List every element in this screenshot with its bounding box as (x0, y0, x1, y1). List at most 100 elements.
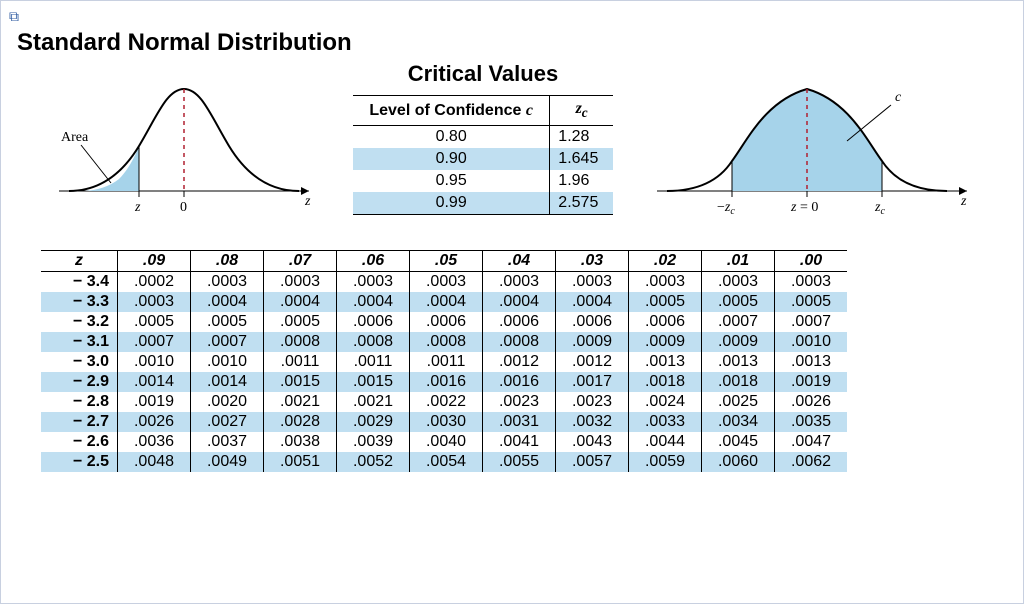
cv-cell-zc: 2.575 (550, 192, 613, 215)
right-poszc-label: zc (874, 200, 885, 217)
ztable-cell: .0029 (337, 412, 410, 432)
left-axis-label: z (304, 194, 311, 209)
ztable-cell: .0005 (702, 292, 775, 312)
ztable-cell-z: − 3.3 (41, 292, 118, 312)
ztable-header-col: .07 (264, 251, 337, 272)
ztable-cell: .0019 (118, 392, 191, 412)
cv-cell-zc: 1.96 (550, 170, 613, 192)
ztable-cell: .0037 (191, 432, 264, 452)
ztable-cell: .0013 (629, 352, 702, 372)
ztable-cell-z: − 2.9 (41, 372, 118, 392)
ztable-cell: .0012 (556, 352, 629, 372)
ztable-cell-z: − 3.1 (41, 332, 118, 352)
ztable-cell: .0005 (264, 312, 337, 332)
ztable-cell: .0011 (337, 352, 410, 372)
ztable-cell: .0047 (775, 432, 848, 452)
ztable-cell: .0032 (556, 412, 629, 432)
ztable-cell: .0033 (629, 412, 702, 432)
ztable-cell: .0008 (483, 332, 556, 352)
ztable-cell: .0027 (191, 412, 264, 432)
ztable-cell-z: − 3.2 (41, 312, 118, 332)
ztable-cell: .0041 (483, 432, 556, 452)
area-label: Area (61, 130, 89, 145)
ztable-header-col: .04 (483, 251, 556, 272)
ztable-cell: .0016 (410, 372, 483, 392)
ztable-cell: .0004 (264, 292, 337, 312)
ztable-cell: .0002 (118, 272, 191, 293)
ztable-cell: .0010 (191, 352, 264, 372)
ztable-cell: .0003 (483, 272, 556, 293)
ztable-cell: .0026 (118, 412, 191, 432)
critical-values-title: Critical Values (408, 61, 558, 87)
ztable-row: − 2.7.0026.0027.0028.0029.0030.0031.0032… (41, 412, 847, 432)
ztable-cell: .0006 (556, 312, 629, 332)
cv-row: 0.951.96 (353, 170, 613, 192)
ztable-cell: .0039 (337, 432, 410, 452)
ztable-cell: .0004 (483, 292, 556, 312)
ztable-cell: .0012 (483, 352, 556, 372)
ztable-cell: .0006 (483, 312, 556, 332)
ztable-cell: .0045 (702, 432, 775, 452)
ztable-cell: .0006 (629, 312, 702, 332)
ztable-cell: .0004 (410, 292, 483, 312)
cv-cell-conf: 0.80 (353, 126, 550, 149)
ztable-cell: .0007 (118, 332, 191, 352)
ztable-header-col: .05 (410, 251, 483, 272)
ztable-cell: .0005 (775, 292, 848, 312)
ztable-cell: .0043 (556, 432, 629, 452)
ztable-cell: .0009 (702, 332, 775, 352)
ztable-cell: .0013 (775, 352, 848, 372)
ztable-cell: .0007 (702, 312, 775, 332)
ztable-cell: .0010 (775, 332, 848, 352)
ztable-cell: .0004 (191, 292, 264, 312)
ztable-cell: .0060 (702, 452, 775, 472)
ztable-header-col: .08 (191, 251, 264, 272)
ztable-cell: .0003 (556, 272, 629, 293)
ztable-header-col: .00 (775, 251, 848, 272)
ztable-cell: .0021 (337, 392, 410, 412)
ztable-cell: .0003 (191, 272, 264, 293)
cv-row: 0.801.28 (353, 126, 613, 149)
ztable-cell-z: − 2.5 (41, 452, 118, 472)
ztable-header-col: .03 (556, 251, 629, 272)
ztable-cell: .0003 (775, 272, 848, 293)
right-zero-label: z = 0 (790, 200, 818, 215)
critical-values-block: Critical Values Level of Confidence c zc… (343, 61, 623, 215)
ztable-body: − 3.4.0002.0003.0003.0003.0003.0003.0003… (41, 272, 847, 473)
ztable-cell: .0011 (410, 352, 483, 372)
ztable-cell: .0049 (191, 452, 264, 472)
ztable-row: − 2.8.0019.0020.0021.0021.0022.0023.0023… (41, 392, 847, 412)
cv-header-confidence: Level of Confidence c (353, 96, 550, 126)
ztable-cell: .0005 (629, 292, 702, 312)
ztable-cell: .0003 (264, 272, 337, 293)
ztable-header-col: .02 (629, 251, 702, 272)
popout-icon[interactable]: ⧉ (9, 9, 1015, 23)
ztable-cell-z: − 3.4 (41, 272, 118, 293)
critical-values-table: Level of Confidence c zc 0.801.280.901.6… (353, 95, 613, 215)
ztable-cell: .0031 (483, 412, 556, 432)
ztable-cell-z: − 2.8 (41, 392, 118, 412)
ztable-row: − 3.3.0003.0004.0004.0004.0004.0004.0004… (41, 292, 847, 312)
ztable-cell: .0021 (264, 392, 337, 412)
ztable-cell: .0011 (264, 352, 337, 372)
cv-cell-conf: 0.95 (353, 170, 550, 192)
ztable-cell: .0005 (191, 312, 264, 332)
ztable-cell: .0035 (775, 412, 848, 432)
ztable-cell: .0024 (629, 392, 702, 412)
ztable-cell: .0018 (629, 372, 702, 392)
ztable-cell: .0009 (629, 332, 702, 352)
ztable-cell: .0006 (410, 312, 483, 332)
ztable-cell: .0036 (118, 432, 191, 452)
ztable-cell: .0003 (118, 292, 191, 312)
cv-cell-zc: 1.645 (550, 148, 613, 170)
ztable-cell: .0054 (410, 452, 483, 472)
cv-body: 0.801.280.901.6450.951.960.992.575 (353, 126, 613, 215)
ztable-cell: .0003 (629, 272, 702, 293)
right-c-label: c (895, 90, 902, 105)
ztable-row: − 3.2.0005.0005.0005.0006.0006.0006.0006… (41, 312, 847, 332)
page-title: Standard Normal Distribution (17, 29, 1015, 57)
ztable-cell: .0020 (191, 392, 264, 412)
ztable-cell: .0010 (118, 352, 191, 372)
ztable-cell: .0055 (483, 452, 556, 472)
ztable-cell: .0048 (118, 452, 191, 472)
